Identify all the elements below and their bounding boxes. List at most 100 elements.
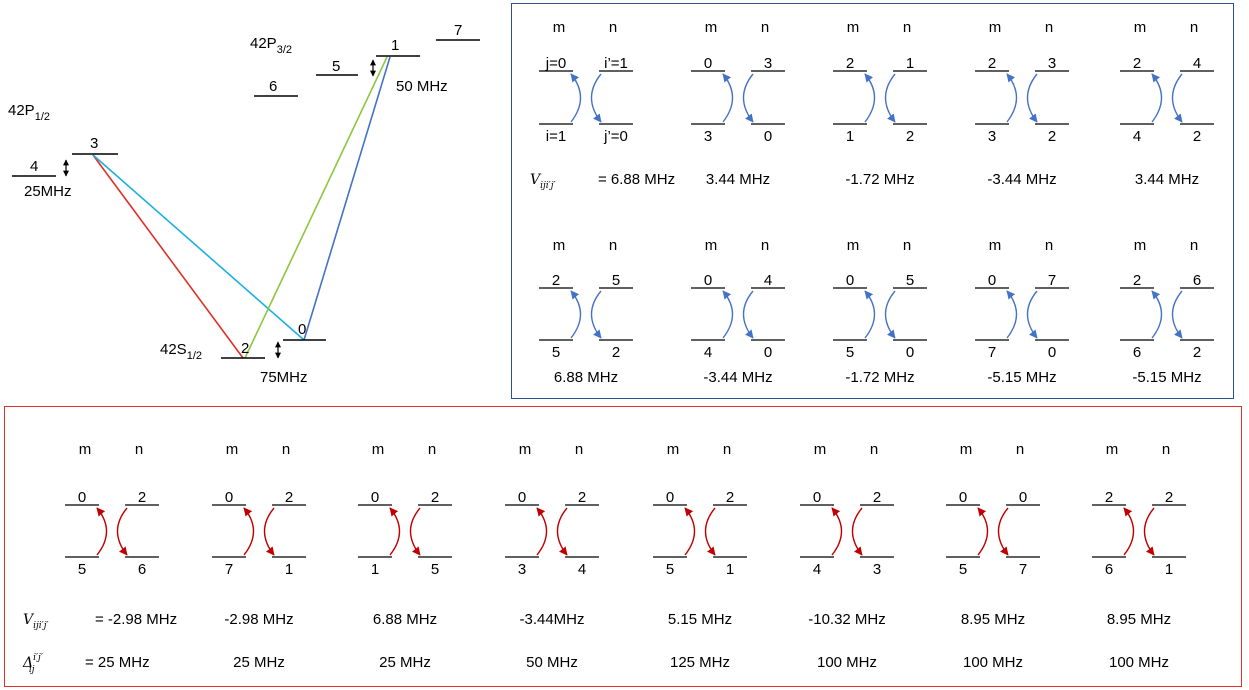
- manifold-label-42p12: 42P1/2: [8, 102, 50, 123]
- splitting-label-p12: 25MHz: [24, 183, 72, 200]
- bottom-left-label: 6: [1133, 344, 1141, 361]
- header-m: m: [989, 19, 1002, 36]
- exchange-arrow-up: [96, 507, 108, 556]
- header-m: m: [1134, 19, 1147, 36]
- coupling-value: -3.44MHz: [519, 611, 584, 628]
- level-label-3: 3: [90, 135, 98, 152]
- coupling-value: 3.44 MHz: [706, 171, 770, 188]
- top-left-label: 0: [666, 489, 674, 506]
- top-right-label: 2: [726, 489, 734, 506]
- header-m: m: [989, 237, 1002, 254]
- coupling-value: -5.15 MHz: [1132, 369, 1201, 386]
- header-n: n: [282, 441, 290, 458]
- top-left-label: j=0: [545, 55, 566, 72]
- red-cell-8: m n 2 2 6 1 8.95 MHz 100 MHz: [1092, 441, 1186, 671]
- top-left-label: 2: [846, 55, 854, 72]
- red-cell-1: m n 0 2 5 6 Viji′j′ = -2.98 MHz Δi′j′ ij = 25 MHz: [22, 441, 177, 675]
- header-n: n: [903, 19, 911, 36]
- bottom-right-label: 2: [1193, 128, 1201, 145]
- bottom-left-label: 4: [704, 344, 712, 361]
- exchange-arrow-up: [536, 507, 548, 556]
- bottom-left-label: 7: [225, 561, 233, 578]
- blue-cell-8: m n 0 5 5 0 -1.72 MHz: [833, 237, 927, 386]
- exchange-arrow-up: [1151, 73, 1163, 123]
- detuning-value: 100 MHz: [1109, 654, 1169, 671]
- coupling-value: 8.95 MHz: [1107, 611, 1171, 628]
- level-label-4: 4: [30, 158, 38, 175]
- energy-level-diagram: 42P3/2 42P1/2 42S1/2 7 1 5 6 3 4 0 2 50 …: [8, 22, 480, 386]
- exchange-arrow-down: [1143, 507, 1155, 556]
- top-left-label: 2: [552, 272, 560, 289]
- header-n: n: [723, 441, 731, 458]
- bottom-left-label: 3: [988, 128, 996, 145]
- bottom-left-label: 7: [988, 344, 996, 361]
- red-cell-7: m n 0 0 5 7 8.95 MHz 100 MHz: [946, 441, 1040, 671]
- top-right-label: 2: [431, 489, 439, 506]
- header-n: n: [1045, 237, 1053, 254]
- top-left-label: 2: [1105, 489, 1113, 506]
- splitting-label-p32: 50 MHz: [396, 78, 448, 95]
- top-right-label: 2: [1165, 489, 1173, 506]
- header-m: m: [79, 441, 92, 458]
- exchange-arrow-up: [722, 73, 734, 123]
- bottom-left-label: 4: [1133, 128, 1141, 145]
- bottom-right-label: 2: [1193, 344, 1201, 361]
- exchange-arrow-down: [742, 73, 754, 123]
- bottom-right-label: 0: [906, 344, 914, 361]
- header-m: m: [667, 441, 680, 458]
- top-left-label: 0: [813, 489, 821, 506]
- exchange-arrow-down: [1171, 290, 1183, 339]
- exchange-arrow-down: [997, 507, 1009, 556]
- coupling-value: -3.44 MHz: [703, 369, 772, 386]
- splitting-label-s12: 75MHz: [260, 369, 308, 386]
- transition-line-cyan: [92, 154, 305, 341]
- bottom-left-label: 5: [959, 561, 967, 578]
- bottom-left-label: 4: [813, 561, 821, 578]
- level-label-6: 6: [269, 78, 277, 95]
- coupling-symbol: Viji′j′: [530, 172, 556, 191]
- header-m: m: [847, 19, 860, 36]
- coupling-value: 5.15 MHz: [668, 611, 732, 628]
- top-right-label: 6: [1193, 272, 1201, 289]
- blue-cell-3: m n 2 1 1 2 -1.72 MHz: [833, 19, 927, 188]
- bottom-left-label: 1: [371, 561, 379, 578]
- exchange-arrow-down: [590, 73, 602, 123]
- detuning-value: 100 MHz: [963, 654, 1023, 671]
- top-left-label: 0: [988, 272, 996, 289]
- header-m: m: [553, 237, 566, 254]
- coupling-value: -3.44 MHz: [987, 171, 1056, 188]
- exchange-arrow-down: [884, 290, 896, 339]
- bottom-right-label: 2: [906, 128, 914, 145]
- top-right-label: 3: [764, 55, 772, 72]
- header-m: m: [814, 441, 827, 458]
- top-right-label: 1: [906, 55, 914, 72]
- exchange-arrow-up: [1006, 73, 1018, 123]
- header-n: n: [1190, 19, 1198, 36]
- bottom-right-label: 0: [1048, 344, 1056, 361]
- exchange-arrow-down: [1026, 290, 1038, 339]
- detuning-value: 25 MHz: [233, 654, 285, 671]
- coupling-value: 6.88 MHz: [554, 369, 618, 386]
- top-left-label: 0: [704, 55, 712, 72]
- top-right-label: 7: [1048, 272, 1056, 289]
- red-cell-6: m n 0 2 4 3 -10.32 MHz 100 MHz: [800, 441, 894, 671]
- header-n: n: [609, 237, 617, 254]
- top-right-label: 4: [1193, 55, 1201, 72]
- bottom-right-label: 4: [578, 561, 586, 578]
- blue-cell-4: m n 2 3 3 2 -3.44 MHz: [975, 19, 1069, 188]
- blue-cell-1: m n j=0 i’=1 i=1 j’=0 Viji′j′ = 6.88 MHz: [530, 19, 675, 191]
- top-left-label: 0: [959, 489, 967, 506]
- top-right-label: 3: [1048, 55, 1056, 72]
- bottom-right-label: 1: [285, 561, 293, 578]
- bottom-left-label: 1: [846, 128, 854, 145]
- coupling-value: -5.15 MHz: [987, 369, 1056, 386]
- header-m: m: [960, 441, 973, 458]
- exchange-arrow-down: [1171, 73, 1183, 123]
- exchange-arrow-up: [570, 290, 582, 339]
- header-n: n: [428, 441, 436, 458]
- transition-line-blue: [303, 56, 391, 341]
- header-m: m: [1106, 441, 1119, 458]
- exchange-arrow-up: [864, 73, 876, 123]
- top-right-label: 2: [138, 489, 146, 506]
- header-m: m: [705, 19, 718, 36]
